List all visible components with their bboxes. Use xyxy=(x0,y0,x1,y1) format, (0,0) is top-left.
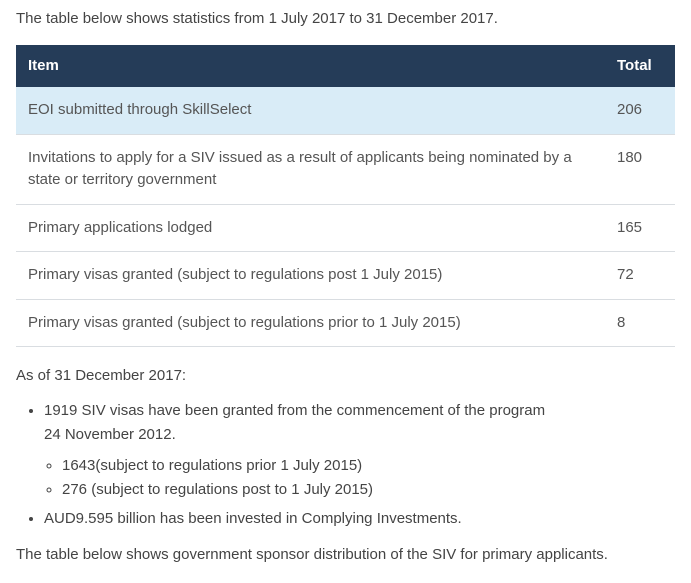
table-row: Invitations to apply for a SIV issued as… xyxy=(16,134,675,204)
footer-paragraph: The table below shows government sponsor… xyxy=(16,544,675,567)
table-row: EOI submitted through SkillSelect 206 xyxy=(16,87,675,134)
cell-item: Primary applications lodged xyxy=(16,204,605,252)
list-item: AUD9.595 billion has been invested in Co… xyxy=(44,508,675,531)
header-total: Total xyxy=(605,45,675,88)
intro-paragraph: The table below shows statistics from 1 … xyxy=(16,8,675,31)
bullet-continuation: 24 November 2012. xyxy=(44,424,675,447)
cell-item: Primary visas granted (subject to regula… xyxy=(16,252,605,300)
sub-bullet-list: 1643(subject to regulations prior 1 July… xyxy=(44,455,675,502)
table-row: Primary visas granted (subject to regula… xyxy=(16,299,675,347)
cell-total: 8 xyxy=(605,299,675,347)
asof-paragraph: As of 31 December 2017: xyxy=(16,365,675,388)
list-item: 1919 SIV visas have been granted from th… xyxy=(44,400,675,502)
table-row: Primary applications lodged 165 xyxy=(16,204,675,252)
table-header-row: Item Total xyxy=(16,45,675,88)
cell-total: 72 xyxy=(605,252,675,300)
sub-list-item: 1643(subject to regulations prior 1 July… xyxy=(62,455,675,478)
stats-table: Item Total EOI submitted through SkillSe… xyxy=(16,45,675,348)
cell-total: 180 xyxy=(605,134,675,204)
cell-item: Invitations to apply for a SIV issued as… xyxy=(16,134,605,204)
cell-total: 206 xyxy=(605,87,675,134)
cell-total: 165 xyxy=(605,204,675,252)
cell-item: EOI submitted through SkillSelect xyxy=(16,87,605,134)
header-item: Item xyxy=(16,45,605,88)
table-row: Primary visas granted (subject to regula… xyxy=(16,252,675,300)
bullet-list: 1919 SIV visas have been granted from th… xyxy=(16,400,675,531)
sub-list-item: 276 (subject to regulations post to 1 Ju… xyxy=(62,479,675,502)
cell-item: Primary visas granted (subject to regula… xyxy=(16,299,605,347)
bullet-text: 1919 SIV visas have been granted from th… xyxy=(44,402,545,419)
